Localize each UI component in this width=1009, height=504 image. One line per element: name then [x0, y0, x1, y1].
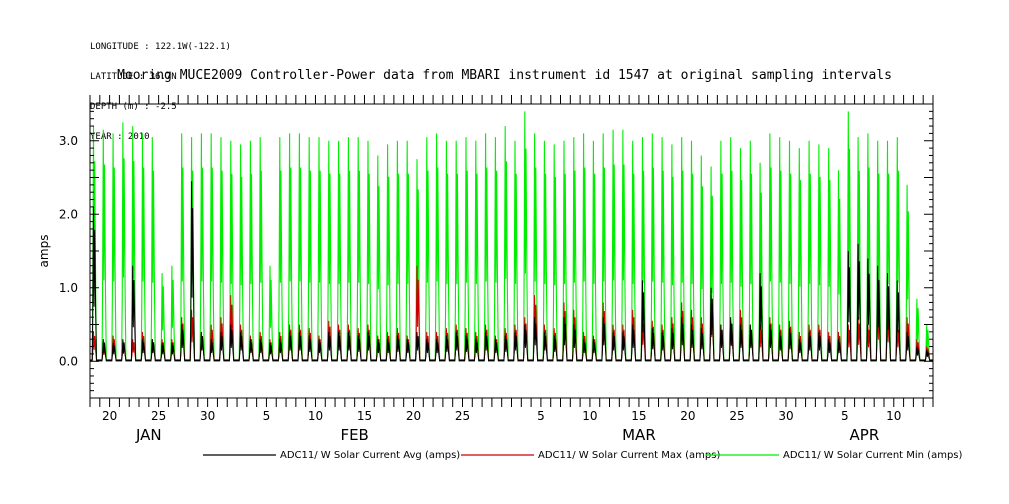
plot-metadata: LONGITUDE : 122.1W(-122.1) LATITUDE : 36… [90, 22, 231, 152]
axis-labels: 3.0 2.0 1.0 0.0 20 25 30 5 10 15 20 25 5 10 15 20 25 30 5 1… [59, 134, 902, 444]
y-axis-label: amps [37, 235, 51, 268]
x-tick-label: 15 [357, 409, 372, 423]
x-tick-label: 25 [151, 409, 166, 423]
x-tick-label: 10 [308, 409, 323, 423]
x-month-label: FEB [340, 426, 368, 444]
x-tick-label: 5 [841, 409, 849, 423]
depth-label: DEPTH (m) : -2.5 [90, 102, 177, 112]
axis-ticks [89, 95, 934, 407]
chart-title: Mooring MUCE2009 Controller-Power data f… [117, 68, 892, 83]
legend-label: ADC11/ W Solar Current Max (amps) [538, 450, 720, 461]
series-green-line [90, 111, 933, 362]
y-tick-label: 1.0 [59, 281, 78, 295]
y-tick-label: 3.0 [59, 134, 78, 148]
series-black-line [90, 181, 933, 361]
legend: ADC11/ W Solar Current Avg (amps) ADC11/ … [203, 450, 963, 461]
x-tick-label: 30 [200, 409, 215, 423]
x-tick-label: 20 [102, 409, 117, 423]
x-tick-label: 25 [455, 409, 470, 423]
x-tick-label: 5 [537, 409, 545, 423]
plot-series [90, 111, 933, 362]
x-tick-label: 5 [263, 409, 271, 423]
x-tick-label: 30 [778, 409, 793, 423]
x-tick-label: 20 [680, 409, 695, 423]
legend-label: ADC11/ W Solar Current Avg (amps) [280, 450, 460, 461]
y-tick-label: 0.0 [59, 354, 78, 368]
x-tick-label: 15 [631, 409, 646, 423]
x-month-label: APR [850, 426, 880, 444]
longitude-label: LONGITUDE : 122.1W(-122.1) [90, 42, 231, 52]
x-month-label: MAR [622, 426, 656, 444]
series-red-line [90, 265, 933, 361]
year-label: YEAR : 2010 [90, 132, 150, 142]
legend-label: ADC11/ W Solar Current Min (amps) [783, 450, 963, 461]
latitude-label: LATITUDE : 36.7N [90, 72, 177, 82]
x-tick-label: 10 [582, 409, 597, 423]
x-tick-label: 20 [406, 409, 421, 423]
x-tick-label: 25 [729, 409, 744, 423]
plot-frame [89, 103, 934, 399]
x-tick-label: 10 [886, 409, 901, 423]
y-tick-label: 2.0 [59, 207, 78, 221]
x-month-label: JAN [135, 426, 162, 444]
